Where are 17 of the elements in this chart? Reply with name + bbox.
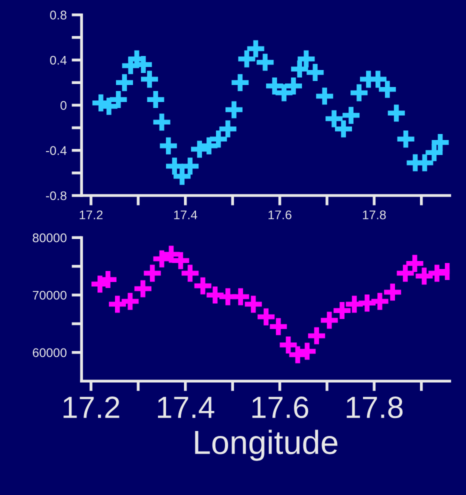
x-tick-label: 17.2 bbox=[64, 396, 120, 418]
x-tick-label: 17.6 bbox=[268, 210, 292, 220]
y-tick-label: -0.4 bbox=[46, 146, 67, 156]
y-tick-label: 70000 bbox=[32, 290, 66, 300]
x-axis-title: Longitude bbox=[195, 430, 338, 461]
y-tick-label: 0 bbox=[60, 100, 66, 110]
y-tick-label: 0.8 bbox=[50, 10, 66, 20]
y-tick-label: 0.4 bbox=[50, 56, 67, 65]
y-tick-label: -0.8 bbox=[46, 191, 66, 200]
x-tick-label: 17.4 bbox=[158, 396, 214, 418]
y-tick-label: 80000 bbox=[32, 233, 66, 242]
x-tick-label: 17.6 bbox=[252, 396, 308, 418]
x-tick-label: 17.2 bbox=[80, 210, 103, 220]
x-tick-label: 17.8 bbox=[362, 210, 386, 220]
x-tick-label: 17.4 bbox=[174, 210, 198, 220]
y-tick-label: 60000 bbox=[32, 348, 66, 358]
x-tick-label: 17.8 bbox=[346, 396, 403, 418]
